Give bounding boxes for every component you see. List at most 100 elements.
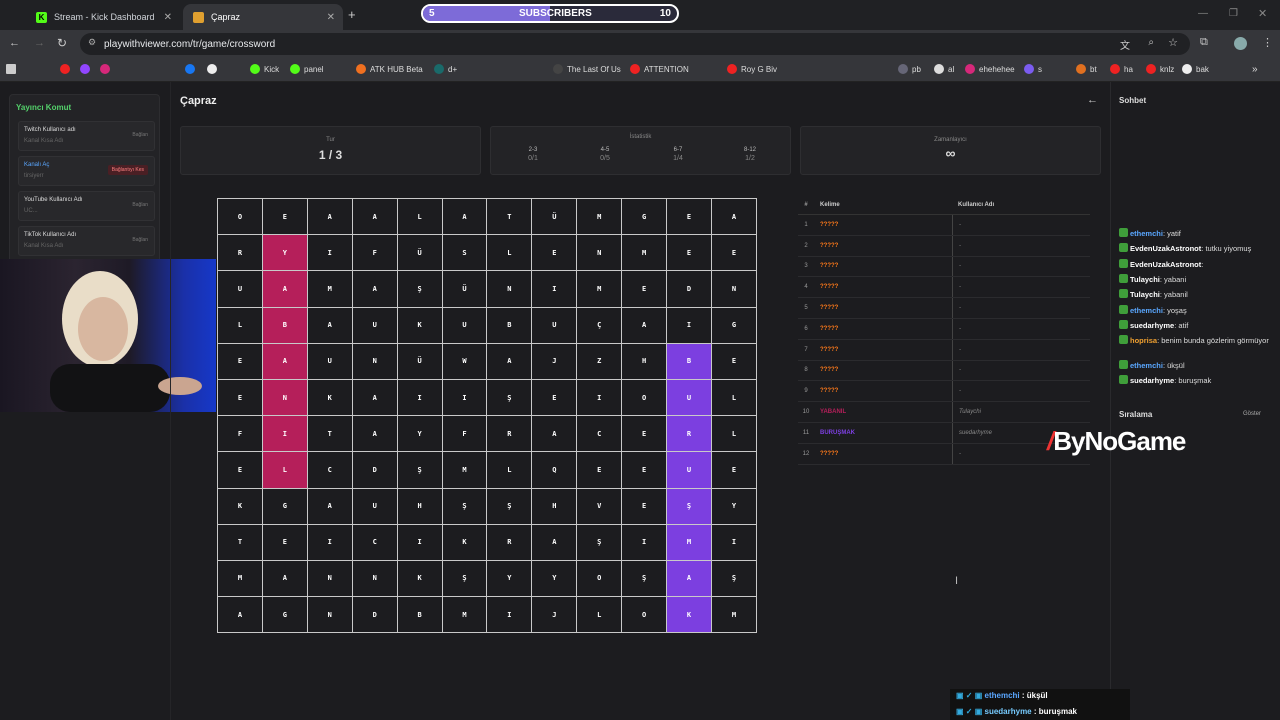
grid-cell[interactable]: A (217, 596, 263, 634)
grid-cell[interactable]: L (396, 197, 443, 236)
instagram-icon[interactable] (100, 64, 114, 74)
chat-username[interactable]: ethemchi (1130, 229, 1163, 238)
url-input[interactable]: ⚙ playwithviewer.com/tr/game/crossword 文… (80, 33, 1190, 55)
grid-cell[interactable]: L (486, 451, 533, 489)
bookmark-star-icon[interactable]: ☆ (1168, 37, 1178, 49)
grid-cell[interactable]: I (396, 378, 443, 417)
grid-cell[interactable]: C (351, 523, 398, 561)
site-info-icon[interactable]: ⚙ (88, 37, 97, 47)
grid-cell[interactable]: Ç (576, 306, 623, 344)
grid-cell[interactable]: W (441, 342, 488, 380)
grid-cell[interactable]: I (621, 523, 668, 561)
grid-cell[interactable]: I (531, 270, 578, 308)
grid-cell[interactable]: G (261, 596, 308, 634)
grid-cell[interactable]: A (710, 197, 758, 236)
grid-cell[interactable]: I (441, 378, 488, 417)
facebook-icon[interactable] (185, 64, 199, 74)
disconnect-button[interactable]: Bağlantıyı Kes (107, 165, 148, 175)
grid-cell[interactable]: A (351, 378, 398, 417)
grid-cell[interactable]: L (217, 306, 263, 344)
grid-cell[interactable]: Ş (441, 559, 488, 598)
grid-cell[interactable]: N (486, 270, 533, 308)
grid-cell[interactable]: I (486, 596, 533, 634)
grid-cell[interactable]: M (621, 234, 668, 272)
bookmark-knlz[interactable]: knlz (1146, 64, 1174, 74)
grid-cell[interactable]: Ş (621, 559, 668, 598)
grid-cell[interactable]: K (441, 523, 488, 561)
grid-cell[interactable]: A (441, 197, 488, 236)
chat-username[interactable]: ethemchi (1130, 306, 1163, 315)
bookmark-bak[interactable]: bak (1182, 64, 1209, 74)
grid-cell[interactable]: I (306, 523, 353, 561)
grid-cell[interactable]: F (351, 234, 398, 272)
chat-username[interactable]: Tulaychi (1130, 290, 1160, 299)
close-window-icon[interactable]: ✕ (1258, 8, 1268, 20)
profile-avatar[interactable] (1234, 37, 1247, 50)
grid-cell[interactable]: E (621, 270, 668, 308)
bookmark-last-of-us[interactable]: The Last Of Us (553, 64, 621, 74)
back-icon[interactable]: ← (9, 37, 20, 49)
grid-cell[interactable]: L (576, 596, 623, 634)
minimize-icon[interactable]: — (1198, 8, 1208, 19)
grid-cell[interactable]: I (710, 523, 758, 561)
grid-cell[interactable]: Ş (486, 487, 533, 525)
chat-username[interactable]: Tulaychi (1130, 275, 1160, 284)
close-tab-icon[interactable]: ✕ (163, 11, 172, 23)
grid-cell[interactable]: I (306, 234, 353, 272)
grid-cell[interactable]: G (621, 197, 668, 236)
grid-cell[interactable]: A (306, 487, 353, 525)
grid-cell[interactable]: A (261, 559, 308, 598)
translate-icon[interactable]: 文 (1120, 41, 1130, 52)
bookmark-bt[interactable]: bt (1076, 64, 1097, 74)
x-icon[interactable] (207, 64, 221, 74)
grid-cell[interactable]: R (486, 415, 533, 453)
chat-username[interactable]: EvdenUzakAstronot (1130, 244, 1202, 253)
grid-cell[interactable]: L (710, 378, 758, 417)
grid-cell[interactable]: A (261, 270, 308, 308)
bookmark-al[interactable]: al (934, 64, 954, 74)
grid-cell[interactable]: I (396, 523, 443, 561)
grid-cell[interactable]: R (486, 523, 533, 561)
grid-cell[interactable]: M (306, 270, 353, 308)
grid-cell[interactable]: A (666, 559, 712, 598)
grid-cell[interactable]: M (576, 270, 623, 308)
new-tab-icon[interactable]: + (348, 7, 356, 22)
reload-icon[interactable]: ↻ (57, 36, 68, 50)
grid-cell[interactable]: U (666, 378, 712, 417)
grid-cell[interactable]: O (621, 378, 668, 417)
grid-cell[interactable]: Ş (666, 487, 712, 525)
grid-cell[interactable]: E (710, 342, 758, 380)
grid-cell[interactable]: Ü (441, 270, 488, 308)
back-arrow-icon[interactable]: ← (1087, 94, 1098, 106)
grid-cell[interactable]: Y (710, 487, 758, 525)
grid-cell[interactable]: V (576, 487, 623, 525)
twitch-username-card[interactable]: Twitch Kullanıcı adı Kanal Kısa Adı Bağl… (18, 121, 155, 151)
grid-cell[interactable]: T (486, 197, 533, 236)
grid-cell[interactable]: S (441, 234, 488, 272)
grid-cell[interactable]: F (441, 415, 488, 453)
grid-cell[interactable]: B (666, 342, 712, 380)
grid-cell[interactable]: Ü (396, 234, 443, 272)
bookmark-d-plus[interactable]: d+ (434, 64, 457, 74)
grid-cell[interactable]: A (306, 306, 353, 344)
youtube-username-card[interactable]: YouTube Kullanıcı Adı UC... Bağlan (18, 191, 155, 221)
bookmark-pb[interactable]: pb (898, 64, 921, 74)
bookmark-attention[interactable]: ATTENTION (630, 64, 689, 74)
grid-cell[interactable]: N (710, 270, 758, 308)
grid-cell[interactable]: L (486, 234, 533, 272)
grid-cell[interactable]: H (531, 487, 578, 525)
grid-cell[interactable]: E (531, 378, 578, 417)
grid-cell[interactable]: Ş (710, 559, 758, 598)
grid-cell[interactable]: U (531, 306, 578, 344)
grid-cell[interactable]: E (710, 234, 758, 272)
grid-cell[interactable]: M (576, 197, 623, 236)
grid-cell[interactable]: L (261, 451, 308, 489)
grid-cell[interactable]: I (261, 415, 308, 453)
youtube-icon[interactable] (60, 64, 74, 74)
grid-cell[interactable]: N (261, 378, 308, 417)
grid-cell[interactable]: Ş (576, 523, 623, 561)
grid-cell[interactable]: M (666, 523, 712, 561)
grid-cell[interactable]: Y (261, 234, 308, 272)
extensions-icon[interactable]: ⧉ (1200, 36, 1208, 48)
grid-cell[interactable]: O (621, 596, 668, 634)
